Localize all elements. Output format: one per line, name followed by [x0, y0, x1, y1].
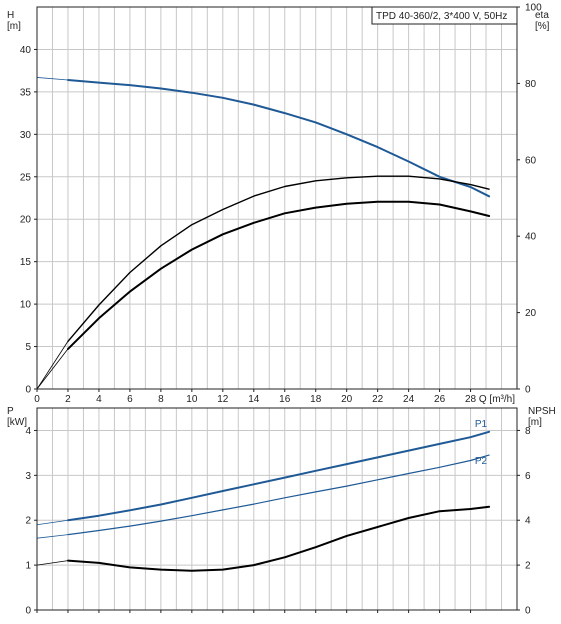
top-right-axis-label: eta	[535, 10, 549, 21]
left-y-tick-label: 3	[25, 471, 31, 482]
x-tick-label: 28	[465, 394, 477, 405]
right-y-tick-label: 100	[525, 3, 542, 14]
bottom-plot-ticks: 0 1 2 3 4 0 2 4 6 8	[25, 426, 531, 617]
bottom-left-axis-label: [kW]	[7, 417, 27, 428]
top-right-axis-label: [%]	[535, 21, 550, 32]
x-tick-label: 22	[372, 394, 384, 405]
x-tick-label: 8	[158, 394, 164, 405]
x-tick-label: 6	[127, 394, 133, 405]
right-y-tick-label: 20	[525, 308, 537, 319]
x-tick-label: 0	[34, 394, 40, 405]
series-lead-in-line	[36, 341, 69, 390]
x-tick-label: 12	[217, 394, 229, 405]
top-plot-grid	[37, 7, 517, 389]
x-axis-label: Q [m³/h]	[479, 394, 515, 405]
bottom-left-axis-label: P	[7, 406, 14, 417]
right-y-tick-label: 80	[525, 79, 537, 90]
series-line	[67, 79, 491, 198]
right-y-tick-label: 6	[525, 471, 531, 482]
bottom-plot-series: P1 P2	[36, 419, 491, 572]
series-lead-in-line	[36, 77, 69, 81]
bottom-plot-axes	[36, 407, 518, 611]
x-tick-label: 14	[248, 394, 260, 405]
top-left-axis-label: H	[7, 10, 14, 21]
series-line	[67, 454, 490, 536]
left-y-tick-label: 10	[20, 300, 32, 311]
chart-title-box	[371, 6, 518, 25]
series-lead-in-line	[36, 519, 69, 526]
series-line	[67, 175, 490, 342]
series-line	[67, 430, 491, 522]
x-tick-label: 2	[65, 394, 71, 405]
left-y-tick-label: 4	[25, 426, 31, 437]
left-y-tick-label: 0	[25, 385, 31, 396]
left-y-tick-label: 15	[20, 257, 32, 268]
right-y-tick-label: 40	[525, 232, 537, 243]
left-y-tick-label: 40	[20, 45, 32, 56]
left-y-tick-label: 1	[25, 561, 31, 572]
series-line	[67, 505, 491, 572]
left-y-tick-label: 20	[20, 215, 32, 226]
right-y-tick-label: 4	[525, 516, 531, 527]
right-y-tick-label: 0	[525, 385, 531, 396]
right-y-tick-label: 2	[525, 561, 531, 572]
right-y-tick-label: 0	[525, 606, 531, 617]
top-left-axis-label: [m]	[7, 21, 21, 32]
plot-frame	[36, 6, 518, 390]
x-tick-label: 18	[310, 394, 322, 405]
chart-title: TPD 40-360/2, 3*400 V, 50Hz	[376, 11, 507, 22]
left-y-tick-label: 35	[20, 87, 32, 98]
x-tick-label: 10	[186, 394, 198, 405]
left-y-tick-label: 5	[25, 342, 31, 353]
series-lead-in-line	[36, 534, 69, 539]
left-y-tick-label: 25	[20, 172, 32, 183]
x-tick-label: 16	[279, 394, 291, 405]
left-y-tick-label: 0	[25, 606, 31, 617]
plot-frame	[36, 407, 518, 611]
axis-labels: H[m]eta[%]P[kW]NPSH[m]Q [m³/h]TPD 40-360…	[7, 6, 556, 428]
series-line	[67, 200, 491, 350]
right-y-tick-label: 8	[525, 426, 531, 437]
bottom-right-axis-label: [m]	[528, 417, 542, 428]
left-y-tick-label: 2	[25, 516, 31, 527]
top-plot-axes	[36, 6, 518, 390]
x-tick-label: 26	[434, 394, 446, 405]
bottom-right-axis-label: NPSH	[528, 406, 556, 417]
x-tick-label: 20	[341, 394, 353, 405]
series-lead-in-line	[36, 560, 69, 566]
x-tick-label: 4	[96, 394, 102, 405]
left-y-tick-label: 30	[20, 130, 32, 141]
series-lead-in-line	[36, 348, 69, 390]
x-tick-label: 24	[403, 394, 415, 405]
series-label-p2: P2	[475, 456, 488, 467]
top-plot-series	[36, 77, 491, 390]
series-label-p1: P1	[475, 419, 488, 430]
right-y-tick-label: 60	[525, 155, 537, 166]
